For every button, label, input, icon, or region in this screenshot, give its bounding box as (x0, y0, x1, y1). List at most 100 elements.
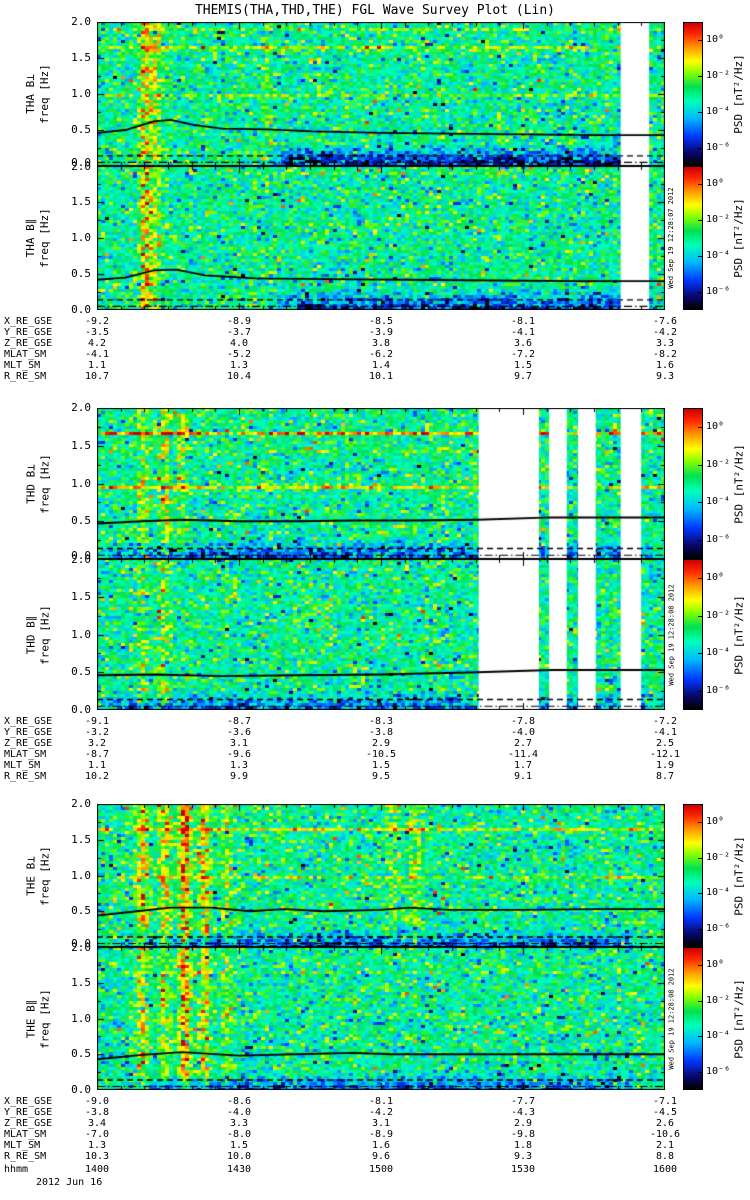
ephemeris-value: 3.2 (87, 738, 107, 749)
ephemeris-value: -3.9 (368, 327, 394, 338)
colorbar-tick-label: 10⁻⁶ (706, 685, 731, 697)
ephemeris-row-label: Z_RE_GSE (4, 738, 53, 749)
time-tick-label: 1600 (652, 1164, 678, 1175)
ephemeris-row-label: MLAT_SM (4, 349, 47, 360)
colorbar-tick (698, 578, 703, 579)
colorbar-tick-label: 10⁻² (706, 994, 731, 1006)
freq-unit-label: freq [Hz] (38, 64, 51, 124)
colorbar-tick-label: 10⁻² (706, 70, 731, 81)
freq-tick-label: 2.0 (71, 401, 91, 414)
ephemeris-value: 9.3 (513, 1151, 533, 1162)
ephemeris-value: -4.1 (652, 727, 678, 738)
colorbar-tick-label: 10⁻⁴ (706, 1030, 731, 1042)
ephemeris-value: 1.5 (513, 360, 533, 371)
ephemeris-value: 1.1 (87, 760, 107, 771)
ephemeris-value: -3.5 (84, 327, 110, 338)
colorbar-axis-label: PSD [nT²/Hz] (732, 835, 745, 916)
ephemeris-value: -4.2 (652, 327, 678, 338)
ephemeris-value: 3.8 (371, 338, 391, 349)
ephemeris-value: -4.1 (510, 327, 536, 338)
ephemeris-value: 2.5 (655, 738, 675, 749)
colorbar (683, 947, 703, 1090)
colorbar-tick (698, 256, 703, 257)
ephemeris-row-label: X_RE_GSE (4, 1096, 53, 1107)
ephemeris-value: -8.2 (652, 349, 678, 360)
y-axis-label-the-bperp: THE B⊥ freq [Hz] (24, 804, 52, 947)
freq-unit-label: freq [Hz] (38, 453, 51, 514)
ephemeris-row-label: MLAT_SM (4, 749, 47, 760)
ephemeris-row-label: R_RE_SM (4, 771, 47, 782)
ephemeris-value: 9.7 (513, 371, 533, 382)
ephemeris-value: 8.8 (655, 1151, 675, 1162)
colorbar-tick-label: 10⁻² (706, 458, 731, 470)
colorbar-tick (698, 220, 703, 221)
freq-tick-label: 0.0 (71, 703, 91, 716)
ephemeris-value: -8.7 (226, 716, 252, 727)
colorbar-tick (698, 1036, 703, 1037)
ephemeris-value: -9.1 (84, 716, 110, 727)
ephemeris-value: -8.1 (368, 1096, 394, 1107)
ephemeris-row-label: Z_RE_GSE (4, 338, 53, 349)
spectrogram-tha-bperp (97, 22, 665, 166)
freq-tick-label: 1.5 (71, 975, 91, 989)
colorbar-axis-label: PSD [nT²/Hz] (732, 978, 745, 1059)
ephemeris-value: -8.6 (226, 1096, 252, 1107)
colorbar-tick (698, 653, 703, 654)
ephemeris-value: 9.1 (513, 771, 533, 782)
ephemeris-row-label: R_RE_SM (4, 371, 47, 382)
ephemeris-value: 4.0 (229, 338, 249, 349)
colorbar-tick-label: 10⁻⁴ (706, 496, 731, 508)
time-axis-label: hhmm (4, 1164, 29, 1175)
colorbar-tick (698, 691, 703, 692)
freq-tick-label: 1.5 (71, 832, 91, 846)
time-tick-label: 1400 (84, 1164, 110, 1175)
colorbar-tick-label: 10⁻⁴ (706, 106, 731, 117)
freq-tick-label: 0.0 (71, 156, 91, 169)
y-axis-label-the-bpar: THE B∥ freq [Hz] (24, 947, 52, 1090)
freq-tick-label: 0.5 (71, 514, 91, 528)
freq-unit-label: freq [Hz] (38, 208, 51, 268)
colorbar-tick-label: 10⁰ (706, 178, 725, 189)
colorbar-tick (698, 822, 703, 823)
ephemeris-value: 1.6 (371, 1140, 391, 1151)
ephemeris-value: -8.9 (368, 1129, 394, 1140)
time-tick-label: 1500 (368, 1164, 394, 1175)
freq-tick-label: 0.5 (71, 267, 91, 280)
ephemeris-row-label: MLAT_SM (4, 1129, 47, 1140)
ephemeris-value: 1.9 (655, 760, 675, 771)
ephemeris-value: 4.2 (87, 338, 107, 349)
freq-unit-label: freq [Hz] (38, 604, 51, 665)
freq-tick-label: 2.0 (71, 797, 91, 810)
colorbar-tick-label: 10⁻⁴ (706, 647, 731, 659)
spectrogram-the-bperp (97, 804, 665, 947)
colorbar-axis-label: PSD [nT²/Hz] (732, 198, 745, 278)
colorbar-tick-label: 10⁻⁶ (706, 923, 731, 935)
colorbar (683, 166, 703, 310)
colorbar-tick (698, 184, 703, 185)
freq-tick-label: 2.0 (71, 160, 91, 173)
creation-timestamp: Wed Sep 19 12:28:07 2012 (667, 187, 675, 289)
colorbar (683, 804, 703, 947)
ephemeris-value: 3.4 (87, 1118, 107, 1129)
panel-id-label: THA B⊥ (24, 74, 37, 114)
ephemeris-value: -7.1 (652, 1096, 678, 1107)
spectrogram-the-bpar (97, 947, 665, 1090)
freq-tick-label: 0.5 (71, 904, 91, 918)
colorbar-tick-label: 10⁻² (706, 609, 731, 621)
colorbar-axis-label: PSD [nT²/Hz] (732, 594, 745, 675)
ephemeris-value: 1.5 (371, 760, 391, 771)
freq-unit-label: freq [Hz] (38, 988, 51, 1049)
panel-id-label: THD B∥ (24, 615, 37, 654)
ephemeris-row-label: Z_RE_GSE (4, 1118, 53, 1129)
colorbar-tick (698, 76, 703, 77)
colorbar (683, 408, 703, 559)
ephemeris-value: 9.9 (229, 771, 249, 782)
ephemeris-value: -4.5 (652, 1107, 678, 1118)
freq-tick-label: 2.0 (71, 15, 91, 28)
colorbar-tick-label: 10⁻⁴ (706, 887, 731, 899)
ephemeris-value: 2.9 (513, 1118, 533, 1129)
ephemeris-value: 1.8 (513, 1140, 533, 1151)
freq-tick-label: 1.5 (71, 51, 91, 64)
ephemeris-value: -12.1 (649, 749, 681, 760)
colorbar-tick (698, 1072, 703, 1073)
